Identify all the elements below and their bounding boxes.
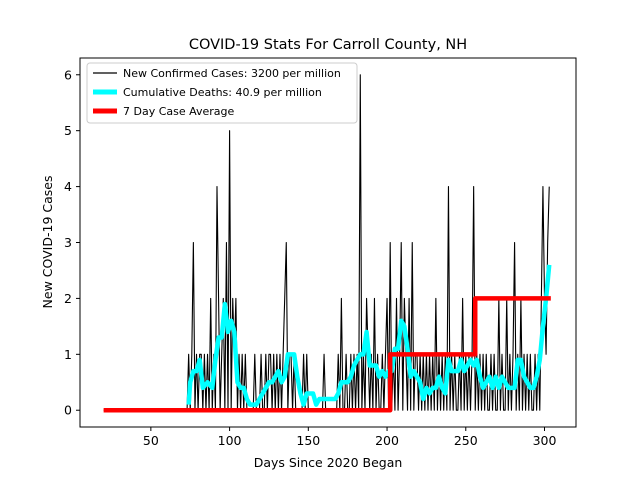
y-tick-label: 1: [64, 347, 72, 362]
x-tick-label: 250: [454, 433, 478, 448]
y-tick-label: 5: [64, 123, 72, 138]
series-line-cumulative-deaths: [186, 264, 552, 407]
x-tick-label: 150: [296, 433, 320, 448]
y-axis: 0 1 2 3 4 5 6: [64, 67, 80, 418]
series-line-7-day-average: [103, 296, 551, 413]
legend: New Confirmed Cases: 3200 per million Cu…: [86, 62, 358, 124]
legend-label-average: 7 Day Case Average: [123, 105, 235, 118]
series-line-new-cases: [103, 74, 550, 411]
x-tick-label: 100: [218, 433, 242, 448]
legend-label-cases: New Confirmed Cases: 3200 per million: [123, 67, 341, 80]
y-tick-label: 2: [64, 291, 72, 306]
chart-title: COVID-19 Stats For Carroll County, NH: [189, 37, 467, 53]
y-axis-label: New COVID-19 Cases: [40, 176, 55, 309]
x-tick-label: 300: [533, 433, 557, 448]
legend-label-deaths: Cumulative Deaths: 40.9 per million: [123, 86, 322, 99]
x-axis-label: Days Since 2020 Began: [254, 455, 403, 470]
y-tick-label: 0: [64, 403, 72, 418]
series-layer: [103, 74, 552, 413]
y-tick-label: 3: [64, 235, 72, 250]
plot-area: [103, 74, 552, 413]
legend-box: [86, 62, 358, 124]
y-tick-label: 4: [64, 179, 72, 194]
x-axis: 50 100 150 200 250 300: [143, 427, 557, 448]
x-tick-label: 200: [375, 433, 399, 448]
x-tick-label: 50: [143, 433, 159, 448]
y-tick-label: 6: [64, 67, 72, 82]
